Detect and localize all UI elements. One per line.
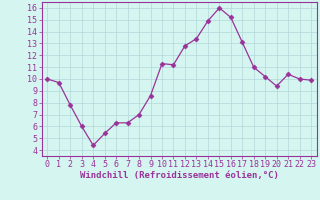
X-axis label: Windchill (Refroidissement éolien,°C): Windchill (Refroidissement éolien,°C): [80, 171, 279, 180]
